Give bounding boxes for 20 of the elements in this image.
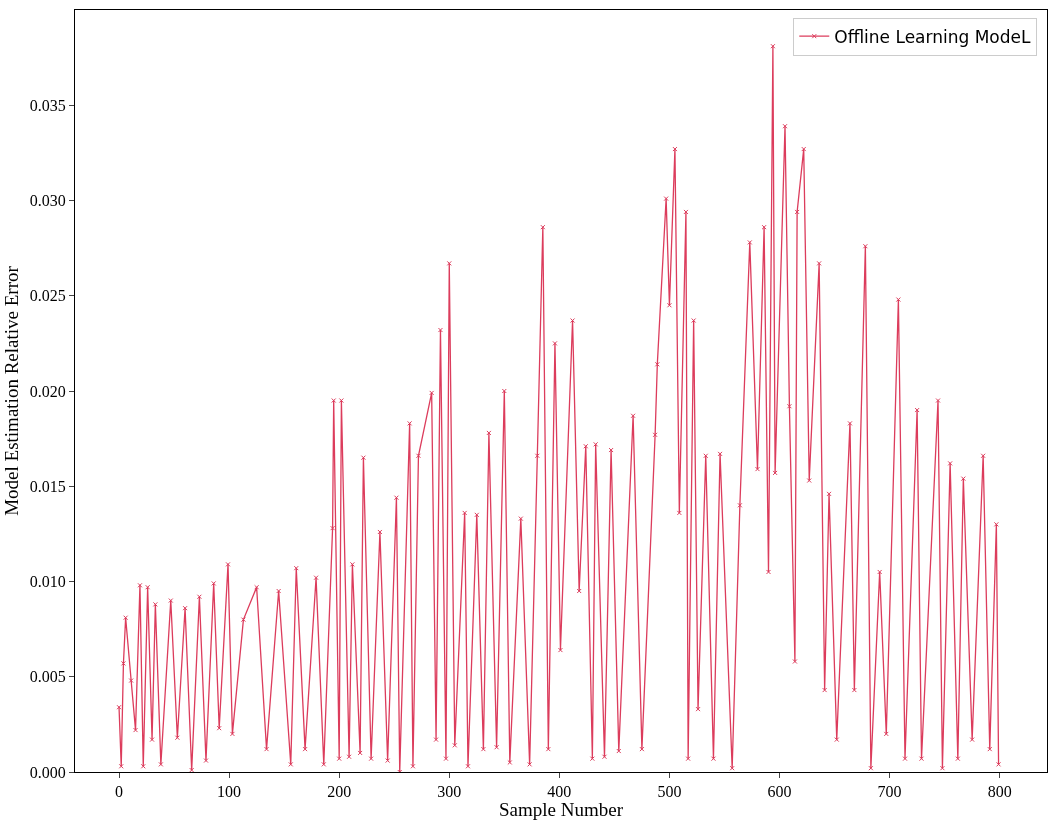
y-tick-label: 0.030 bbox=[29, 192, 66, 210]
y-tick-label: 0.020 bbox=[29, 382, 66, 400]
x-tick-label: 300 bbox=[437, 783, 462, 801]
y-tick-label: 0.000 bbox=[29, 763, 66, 781]
x-axis-title: Sample Number bbox=[498, 799, 624, 820]
x-tick-label: 400 bbox=[547, 783, 572, 801]
y-tick-label: 0.005 bbox=[29, 668, 66, 686]
y-axis-title: Model Estimation Relative Error bbox=[0, 265, 22, 516]
x-tick-label: 0 bbox=[115, 783, 124, 801]
legend-label: Offline Learning ModeL bbox=[834, 26, 1031, 47]
x-tick-label: 500 bbox=[657, 783, 682, 801]
y-tick-label: 0.025 bbox=[29, 287, 66, 305]
x-tick-label: 200 bbox=[327, 783, 352, 801]
x-tick-label: 700 bbox=[877, 783, 902, 801]
x-tick-label: 100 bbox=[217, 783, 242, 801]
y-tick-label: 0.015 bbox=[29, 477, 66, 495]
y-tick-label: 0.010 bbox=[29, 573, 66, 591]
x-tick-label: 600 bbox=[767, 783, 792, 801]
y-tick-label: 0.035 bbox=[29, 96, 66, 114]
x-tick-label: 800 bbox=[987, 783, 1012, 801]
